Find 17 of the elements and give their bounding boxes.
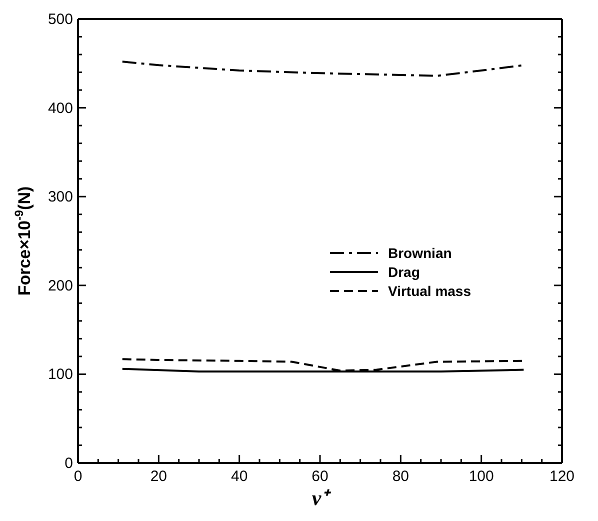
x-tick-label: 60: [312, 468, 328, 485]
legend-label: Brownian: [388, 245, 452, 261]
x-axis-title: ν⁺: [312, 486, 332, 510]
x-tick-label: 100: [468, 468, 494, 485]
x-tick-label: 120: [549, 468, 575, 485]
y-tick-label: 500: [48, 11, 73, 28]
y-tick-label: 0: [64, 455, 73, 472]
x-tick-label: 40: [230, 468, 248, 485]
x-tick-label: 80: [392, 468, 410, 485]
y-tick-label: 200: [48, 277, 73, 294]
legend-label: Virtual mass: [388, 283, 472, 299]
x-tick-label: 20: [150, 468, 168, 485]
y-tick-label: 400: [48, 100, 73, 117]
line-series: [121, 358, 525, 372]
y-tick-label: 300: [48, 188, 73, 206]
legend-label: Drag: [388, 264, 420, 280]
y-tick-label: 100: [48, 366, 73, 384]
